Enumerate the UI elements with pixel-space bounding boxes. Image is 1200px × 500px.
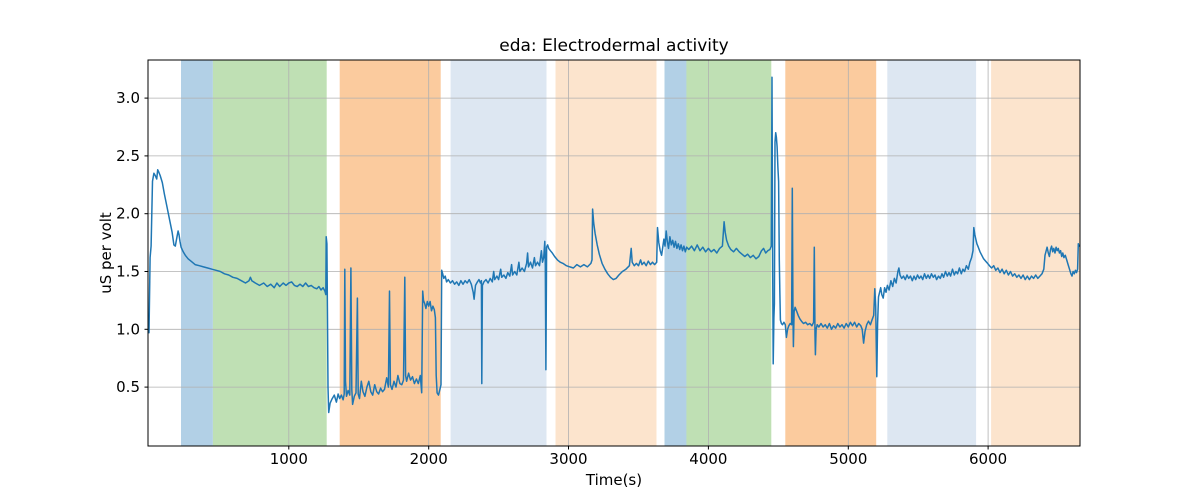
highlight-band-orange	[785, 60, 877, 446]
x-tick-label: 4000	[689, 450, 727, 468]
highlight-band-light-blue	[887, 60, 977, 446]
x-tick-label: 3000	[549, 450, 587, 468]
highlight-band-light-blue	[450, 60, 547, 446]
y-axis-label: uS per volt	[97, 212, 115, 294]
x-tick-label: 1000	[270, 450, 308, 468]
highlight-band-light-orange	[991, 60, 1080, 446]
chart-title: eda: Electrodermal activity	[499, 36, 729, 56]
eda-line	[148, 76, 1080, 414]
highlight-band-light-orange	[555, 60, 657, 446]
y-tick-label: 2.0	[116, 205, 140, 223]
x-tick-label: 2000	[410, 450, 448, 468]
y-tick-label: 0.5	[116, 378, 140, 396]
highlight-band-green	[686, 60, 772, 446]
x-axis-label: Time(s)	[585, 471, 643, 489]
x-tick-label: 5000	[829, 450, 867, 468]
highlight-band-orange	[339, 60, 441, 446]
y-tick-label: 2.5	[116, 147, 140, 165]
highlight-band-blue	[181, 60, 213, 446]
highlight-band-blue	[664, 60, 687, 446]
x-tick-label: 6000	[969, 450, 1007, 468]
y-tick-label: 1.5	[116, 263, 140, 281]
y-tick-label: 1.0	[116, 320, 140, 338]
highlight-band-green	[212, 60, 327, 446]
axes-frame	[147, 59, 1081, 447]
y-tick-label: 3.0	[116, 89, 140, 107]
